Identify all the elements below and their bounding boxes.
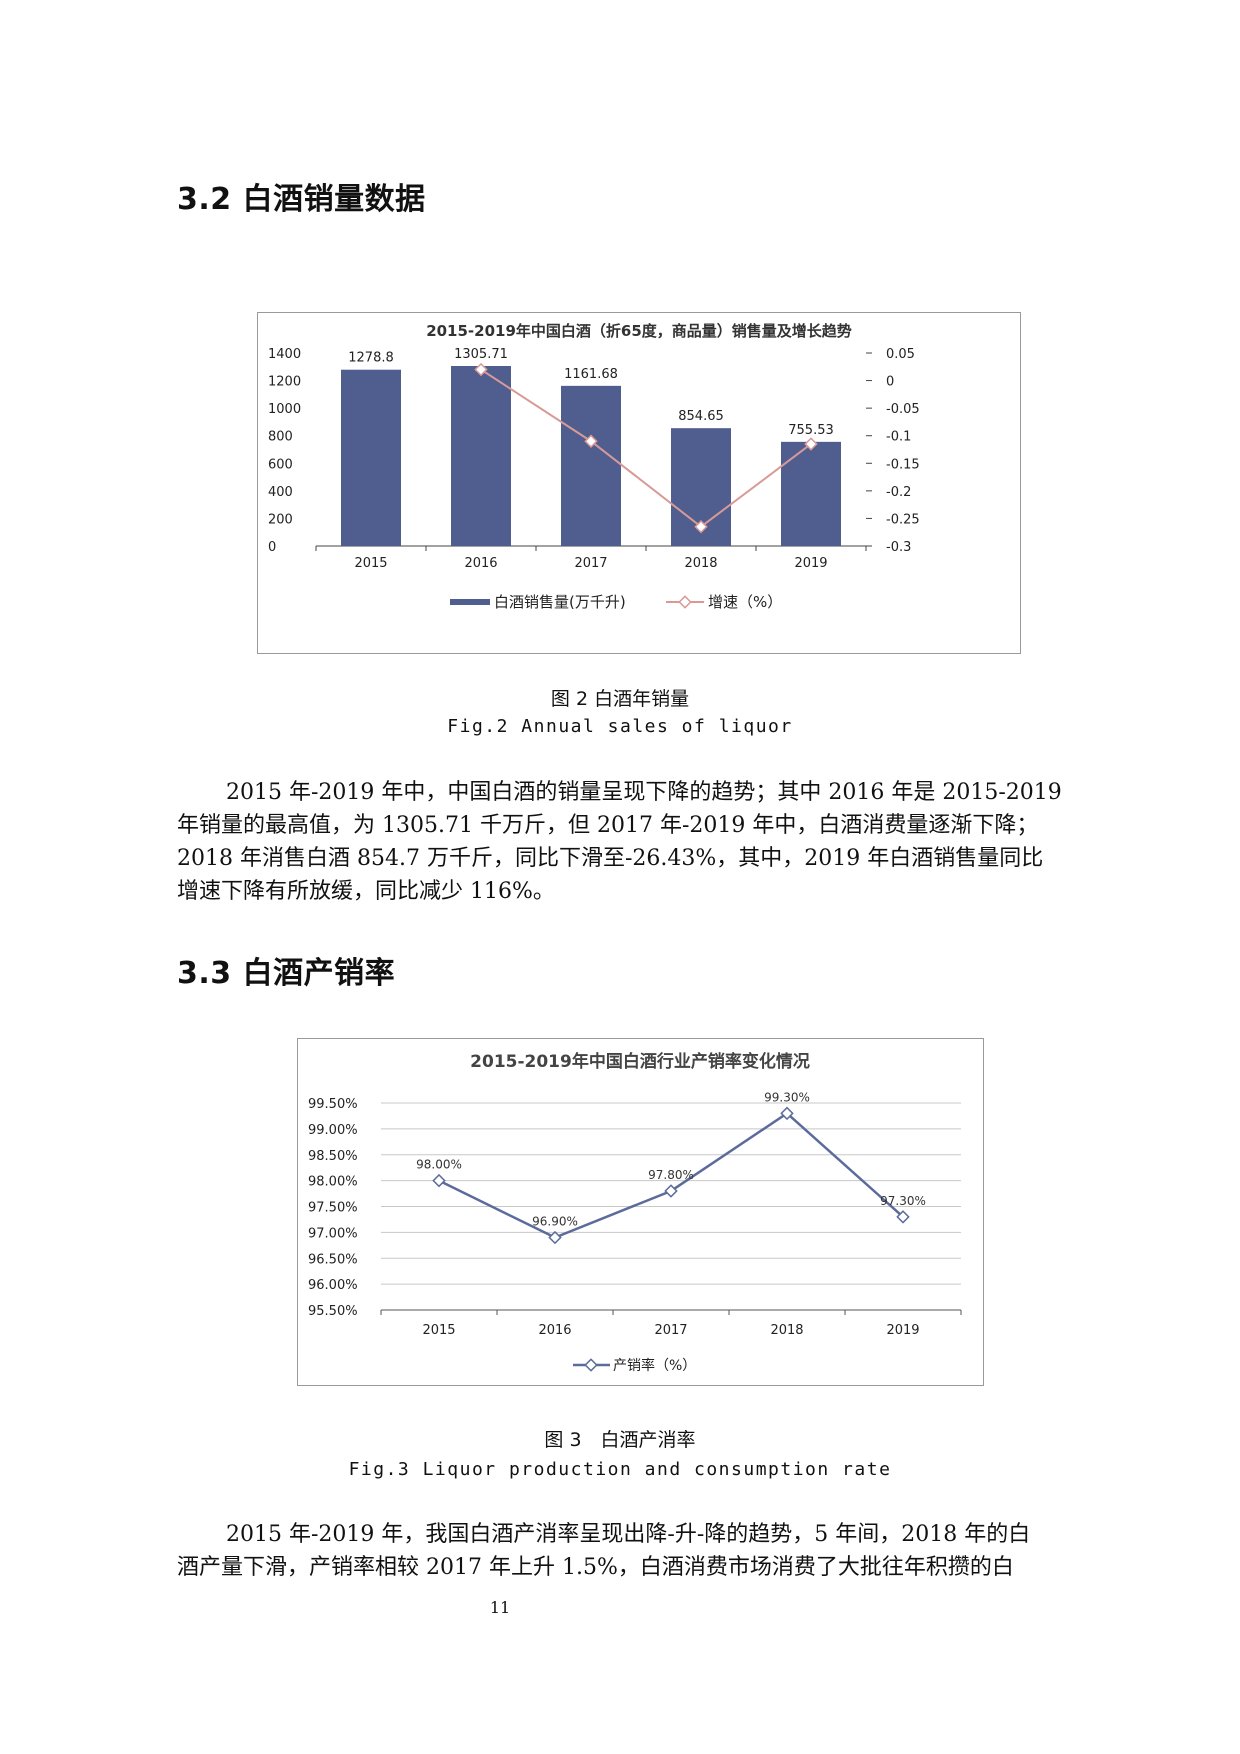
rate-data-label: 97.80% [648, 1168, 694, 1182]
rate-point [432, 1173, 446, 1188]
y-axis-tick-label: 95.50% [308, 1304, 358, 1319]
chart-title: 2015-2019年中国白酒行业产销率变化情况 [470, 1051, 810, 1072]
rate-data-label: 98.00% [416, 1158, 462, 1172]
y-axis-left-tick-label: 1000 [268, 402, 301, 417]
rate-data-label: 97.30% [880, 1194, 926, 1208]
rate-chart-frame: 2015-2019年中国白酒行业产销率变化情况 95.50% 96.00% 96.50… [297, 1038, 984, 1386]
paragraph-rate: 2015 年-2019 年，我国白酒产消率呈现出降-升-降的趋势，5 年间，20… [177, 1518, 1112, 1584]
y-axis-left-tick-label: 1200 [268, 375, 301, 390]
growth-point [474, 362, 488, 377]
figure-3-caption-cn: 图 3 白酒产消率 [544, 1429, 696, 1451]
figure-3-caption-en: Fig.3 Liquor production and consumption … [348, 1459, 892, 1480]
bar [451, 365, 511, 546]
y-axis-right-tick-label: -0.3 [886, 540, 911, 555]
x-axis-tick-label: 2019 [794, 556, 827, 571]
rate-data-label: 96.90% [532, 1215, 578, 1229]
section-heading-3-3: 3.3 白酒产销率 [177, 956, 396, 991]
paragraph-line: 酒产量下滑，产销率相较 2017 年上升 1.5%，白酒消费市场消费了大批往年积… [177, 1555, 1014, 1580]
paragraph-sales: 2015 年-2019 年中，中国白酒的销量呈现下降的趋势；其中 2016 年是… [177, 776, 1112, 908]
y-axis-right-tick-label: -0.15 [886, 457, 920, 472]
paragraph-line: 2015 年-2019 年中，中国白酒的销量呈现下降的趋势；其中 2016 年是… [226, 780, 1062, 805]
y-axis-tick-label: 97.00% [308, 1226, 358, 1241]
legend-bar-swatch [450, 599, 490, 605]
page-number: 11 [489, 1598, 511, 1617]
rate-point [664, 1184, 678, 1198]
y-axis-left-tick-label: 1400 [268, 347, 301, 362]
y-axis-tick-label: 99.50% [308, 1097, 358, 1112]
legend-line-label: 增速（%） [708, 593, 782, 611]
y-axis-tick-label: 99.00% [308, 1123, 358, 1138]
bar [561, 385, 621, 546]
sales-chart-frame: 2015-2019年中国白酒（折65度，商品量）销售量及增长趋势 0 200 400 6… [257, 312, 1021, 654]
legend-bar-label: 白酒销售量(万千升) [494, 593, 626, 611]
bar-data-label: 755.53 [788, 423, 834, 438]
growth-line [480, 368, 812, 528]
legend-line-label: 产销率（%） [613, 1357, 696, 1374]
growth-point [694, 519, 708, 534]
legend-line-marker [584, 1358, 598, 1372]
x-axis-tick-label: 2016 [538, 1323, 571, 1338]
y-axis-tick-label: 96.50% [308, 1252, 358, 1267]
growth-point [584, 434, 598, 448]
bar-data-label: 1305.71 [454, 347, 508, 362]
x-axis-tick-label: 2017 [654, 1323, 687, 1338]
bar-data-label: 1161.68 [564, 367, 618, 382]
y-axis-right-tick-label: -0.2 [886, 485, 911, 500]
rate-chart: 2015-2019年中国白酒行业产销率变化情况 95.50% 96.00% 96.50… [308, 1051, 962, 1374]
x-axis-tick-label: 2019 [886, 1323, 919, 1338]
paragraph-line: 增速下降有所放缓，同比减少 116%。 [177, 879, 555, 904]
bar-data-label: 854.65 [678, 409, 724, 424]
x-axis-tick-label: 2015 [422, 1323, 455, 1338]
paragraph-line: 年销量的最高值，为 1305.71 千万斤，但 2017 年-2019 年中，白… [177, 813, 1039, 838]
x-axis-tick-label: 2018 [770, 1323, 803, 1338]
x-axis-tick-label: 2017 [574, 556, 607, 571]
y-axis-tick-label: 98.00% [308, 1175, 358, 1190]
y-axis-right-tick-label: 0.05 [886, 347, 915, 362]
paragraph-line: 2015 年-2019 年，我国白酒产消率呈现出降-升-降的趋势，5 年间，20… [226, 1522, 1031, 1547]
y-axis-right-tick-label: -0.05 [886, 402, 920, 417]
y-axis-left-tick-label: 400 [268, 485, 293, 500]
legend-line-marker [678, 595, 692, 609]
y-axis-tick-label: 96.00% [308, 1278, 358, 1293]
bar [781, 441, 841, 546]
y-axis-left-tick-label: 800 [268, 430, 293, 445]
chart-title: 2015-2019年中国白酒（折65度，商品量）销售量及增长趋势 [426, 322, 852, 340]
y-axis-right-tick-label: -0.1 [886, 430, 911, 445]
sales-chart: 2015-2019年中国白酒（折65度，商品量）销售量及增长趋势 0 200 400 6… [268, 322, 920, 611]
y-axis-tick-label: 97.50% [308, 1201, 358, 1216]
growth-point [804, 437, 818, 451]
figure-2-caption-cn: 图 2 白酒年销量 [550, 688, 690, 710]
y-axis-left-tick-label: 600 [268, 457, 293, 472]
rate-point [548, 1230, 562, 1245]
rate-point [780, 1106, 794, 1121]
section-heading-3-2: 3.2 白酒销量数据 [177, 182, 426, 217]
rate-point [896, 1210, 910, 1224]
y-axis-left-tick-label: 0 [268, 540, 276, 555]
x-axis-tick-label: 2016 [464, 556, 497, 571]
y-axis-tick-label: 98.50% [308, 1149, 358, 1164]
y-axis-right-tick-label: -0.25 [886, 512, 920, 527]
figure-2-caption-en: Fig.2 Annual sales of liquor [447, 716, 793, 737]
x-axis-tick-label: 2018 [684, 556, 717, 571]
x-axis-tick-label: 2015 [354, 556, 387, 571]
bar [341, 369, 401, 546]
rate-data-label: 99.30% [764, 1090, 810, 1104]
y-axis-left-tick-label: 200 [268, 512, 293, 527]
paragraph-line: 2018 年消售白酒 854.7 万千斤，同比下滑至-26.43%，其中，201… [177, 846, 1044, 871]
bar-data-label: 1278.8 [348, 351, 394, 366]
y-axis-right-tick-label: 0 [886, 375, 894, 390]
